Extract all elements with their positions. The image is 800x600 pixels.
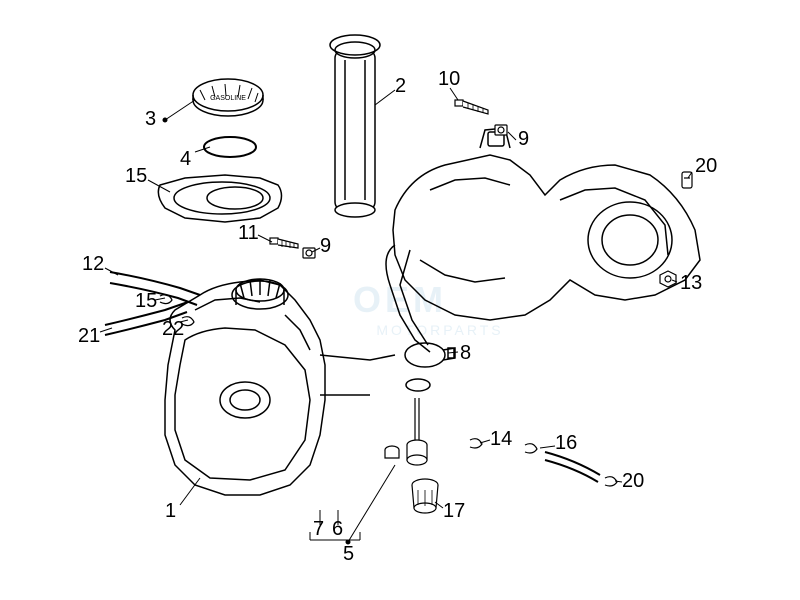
bolt-11-part	[270, 238, 298, 248]
callout-21: 21	[78, 325, 100, 348]
callout-9b: 9	[518, 128, 529, 151]
callout-17: 17	[443, 500, 465, 523]
filler-tube-part	[330, 35, 380, 217]
callout-3: 3	[145, 108, 156, 131]
callout-12: 12	[82, 253, 104, 276]
callout-5: 5	[343, 543, 354, 566]
callout-8: 8	[460, 342, 471, 365]
callout-16: 16	[555, 432, 577, 455]
callout-14: 14	[490, 428, 512, 451]
callout-1: 1	[165, 500, 176, 523]
nut-13-part	[660, 271, 676, 287]
callout-15b: 15	[135, 290, 157, 313]
callout-20a: 20	[695, 155, 717, 178]
callout-10: 10	[438, 68, 460, 91]
gasket-ring-part	[204, 137, 256, 157]
callout-4: 4	[180, 148, 191, 171]
clip-16-part	[525, 444, 537, 453]
swing-arm-part	[386, 128, 700, 352]
oring-part	[406, 379, 430, 391]
svg-text:GASOLINE: GASOLINE	[210, 95, 246, 102]
fuel-tank-part	[165, 279, 395, 495]
callout-9a: 9	[320, 235, 331, 258]
nut-9-right-part	[495, 125, 507, 135]
callout-7: 7	[313, 518, 324, 541]
tray-part	[158, 175, 281, 222]
callout-22: 22	[162, 318, 184, 341]
clamp-8-part	[405, 343, 455, 367]
diagram-container: OEM MOTORPARTS	[0, 0, 800, 600]
lower-hose-part	[545, 452, 600, 482]
valve-assembly-part	[385, 398, 438, 513]
callout-2: 2	[395, 75, 406, 98]
bolt-10-part	[455, 100, 488, 114]
gas-cap-part: GASOLINE	[193, 79, 263, 116]
callout-13: 13	[680, 272, 702, 295]
callout-20b: 20	[622, 470, 644, 493]
callout-15a: 15	[125, 165, 147, 188]
callout-11: 11	[238, 222, 259, 245]
callout-6: 6	[332, 518, 343, 541]
nut-9-left-part	[303, 248, 315, 258]
